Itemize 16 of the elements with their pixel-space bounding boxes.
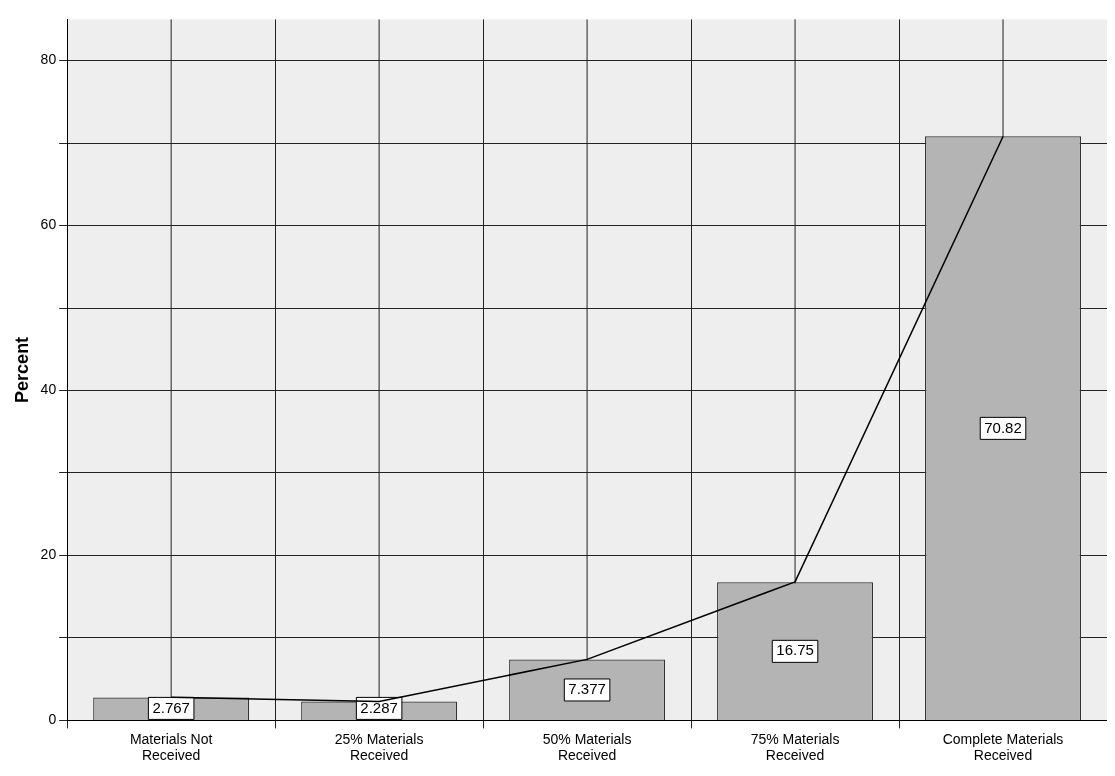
- y-tick-label: 80: [40, 51, 57, 68]
- x-tick-label: 75% Materials Received: [750, 730, 840, 764]
- data-label: 70.82: [984, 418, 1022, 436]
- y-tick-label: 20: [40, 546, 57, 563]
- data-label: 2.767: [152, 698, 190, 716]
- data-label: 7.377: [568, 680, 606, 698]
- y-axis-title: Percent: [11, 336, 32, 403]
- y-tick-label: 40: [40, 381, 57, 398]
- data-label: 16.75: [776, 641, 814, 659]
- y-tick-label: 60: [40, 216, 57, 233]
- x-tick-label: Materials Not Received: [129, 730, 213, 764]
- x-tick-label: 50% Materials Received: [542, 730, 632, 764]
- data-label: 2.287: [360, 698, 398, 716]
- y-tick-label: 0: [48, 711, 57, 728]
- x-tick-label: 25% Materials Received: [334, 730, 424, 764]
- x-tick-label: Complete Materials Received: [942, 730, 1064, 764]
